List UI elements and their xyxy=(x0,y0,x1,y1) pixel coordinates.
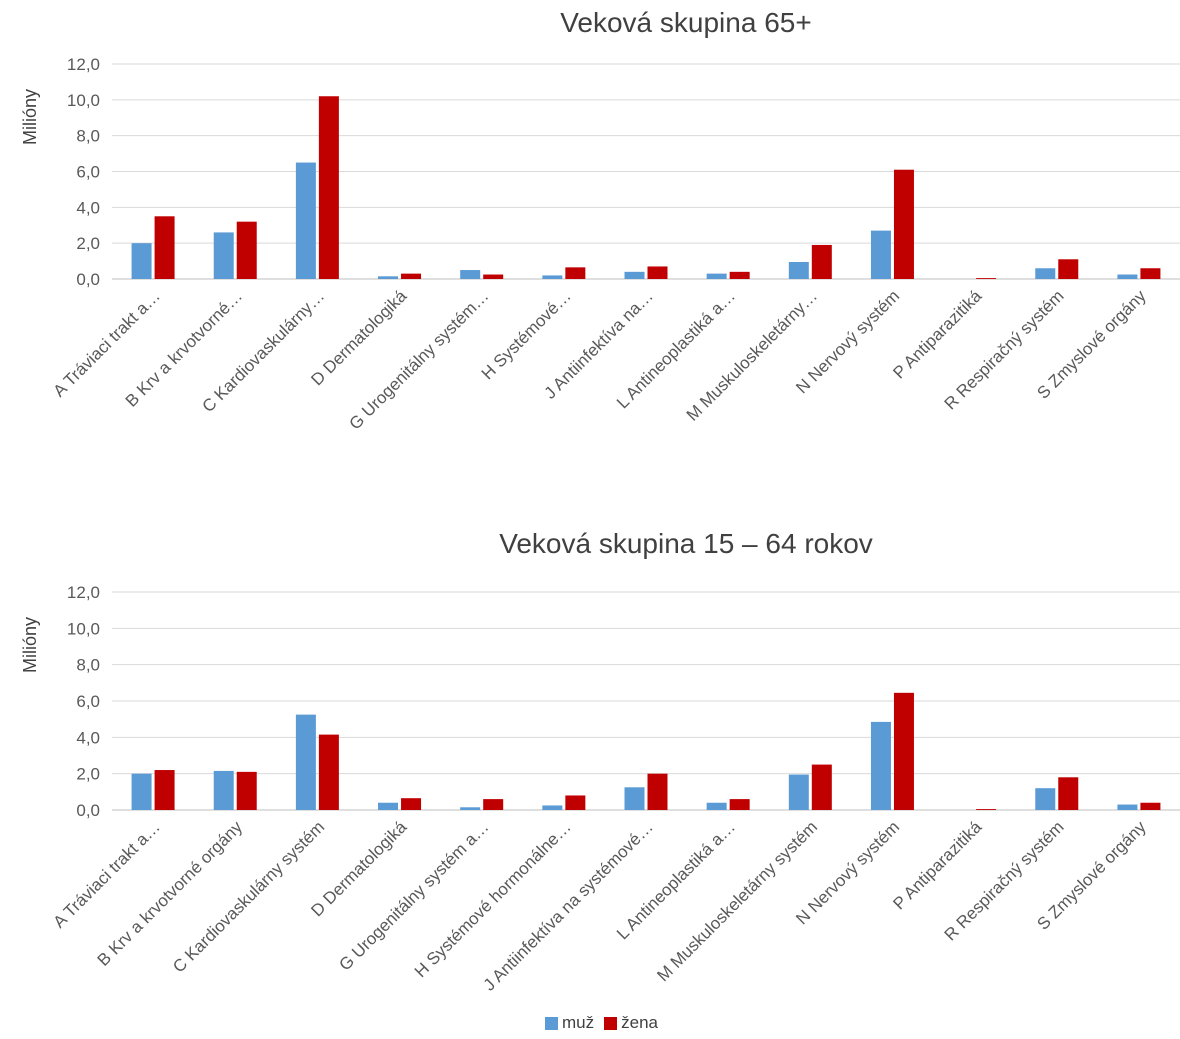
chart2-ytick-label: 10,0 xyxy=(67,619,100,638)
chart2-bar-muz xyxy=(295,714,316,810)
legend-swatch-zena xyxy=(604,1016,618,1030)
chart2-category-label: J Antiinfektíva na systémové… xyxy=(480,817,657,994)
legend: muž žena xyxy=(545,1013,668,1033)
chart2-bar-muz xyxy=(1035,788,1056,810)
legend-label-muz: muž xyxy=(562,1013,595,1032)
chart1-bar-zena xyxy=(236,221,257,279)
chart1-bar-muz xyxy=(706,273,727,279)
chart1-bar-zena xyxy=(647,266,668,279)
chart2-bar-muz xyxy=(460,807,481,810)
chart2-bar-muz xyxy=(378,802,399,810)
chart1-bar-muz xyxy=(131,243,152,279)
chart2-bar-zena xyxy=(811,764,832,810)
chart2-bar-zena xyxy=(483,799,504,810)
chart1-ytick-label: 6,0 xyxy=(76,163,100,182)
legend-item-muz: muž xyxy=(545,1013,594,1033)
chart2-bar-zena xyxy=(976,809,997,810)
chart2-ytick-label: 6,0 xyxy=(76,692,100,711)
chart1-bar-zena xyxy=(154,216,175,279)
chart2-category-label: C Kardiovaskulárny systém xyxy=(169,817,328,976)
chart1-title: Veková skupina 65+ xyxy=(560,7,811,38)
chart1-bar-zena xyxy=(565,267,586,279)
legend-label-zena: žena xyxy=(621,1013,658,1032)
chart1-bar-zena xyxy=(1140,268,1161,279)
chart1-bar-zena xyxy=(1058,259,1079,279)
chart2-ytick-label: 12,0 xyxy=(67,583,100,602)
chart1-ytick-label: 2,0 xyxy=(76,234,100,253)
chart2-bar-zena xyxy=(401,798,422,810)
chart1-category-label: G Urogenitálny systém… xyxy=(345,286,492,433)
chart2-category-label: G Urogenitálny systém a… xyxy=(335,817,492,974)
chart1-bar-muz xyxy=(378,276,399,279)
chart1-bar-zena xyxy=(811,244,832,279)
chart2-ytick-label: 2,0 xyxy=(76,765,100,784)
chart2-bar-muz xyxy=(788,774,809,810)
chart2-bar-zena xyxy=(154,770,175,810)
chart1-bar-muz xyxy=(870,230,891,279)
chart2-category-label: H Systémové hormonálne… xyxy=(411,817,575,981)
chart2-bar-zena xyxy=(893,692,914,810)
chart2-bar-zena xyxy=(729,799,750,810)
chart2-bar-zena xyxy=(1058,777,1079,810)
chart1-bar-muz xyxy=(460,270,481,279)
chart1-bar-muz xyxy=(624,271,645,279)
chart1-bar-zena xyxy=(401,273,422,279)
chart2-bar-zena xyxy=(565,795,586,810)
legend-item-zena: žena xyxy=(604,1013,658,1033)
chart1-bar-muz xyxy=(213,232,234,279)
chart1-bar-zena xyxy=(729,271,750,279)
chart2-title: Veková skupina 15 – 64 rokov xyxy=(499,528,873,559)
legend-swatch-muz xyxy=(545,1016,558,1030)
chart2-bar-muz xyxy=(1117,804,1138,810)
chart2-ytick-label: 0,0 xyxy=(76,801,100,820)
chart2-bar-zena xyxy=(1140,802,1161,810)
chart2-bar-zena xyxy=(236,771,257,810)
chart2-bar-muz xyxy=(870,721,891,810)
chart1-bar-muz xyxy=(1035,268,1056,279)
chart1-ytick-label: 0,0 xyxy=(76,270,100,289)
chart2-bar-muz xyxy=(131,773,152,810)
chart2-bar-muz xyxy=(624,787,645,810)
chart2-bar-zena xyxy=(318,734,339,810)
chart2-ylabel: Milióny xyxy=(20,617,40,673)
chart1-bar-zena xyxy=(976,278,997,279)
chart1-ytick-label: 8,0 xyxy=(76,127,100,146)
chart1-ytick-label: 12,0 xyxy=(67,55,100,74)
chart2-category-label: B Krv a krvotvorné orgány xyxy=(94,817,247,970)
chart1-bar-muz xyxy=(1117,274,1138,279)
chart2-ytick-label: 8,0 xyxy=(76,656,100,675)
chart1-ytick-label: 4,0 xyxy=(76,198,100,217)
chart2-bar-muz xyxy=(213,770,234,810)
chart1-bar-muz xyxy=(542,275,563,279)
chart2-bar-zena xyxy=(647,773,668,810)
chart1-bar-zena xyxy=(483,274,504,279)
chart1-bar-muz xyxy=(295,162,316,279)
chart1-ytick-label: 10,0 xyxy=(67,91,100,110)
chart2-bar-muz xyxy=(706,802,727,810)
chart2-bar-muz xyxy=(542,805,563,810)
chart2-category-label: M Muskuloskeletárny systém xyxy=(653,817,821,985)
chart1-bar-muz xyxy=(788,261,809,279)
chart1-bar-zena xyxy=(893,169,914,279)
chart2-ytick-label: 4,0 xyxy=(76,728,100,747)
chart1-bar-zena xyxy=(318,96,339,279)
chart1-ylabel: Milióny xyxy=(20,89,40,145)
